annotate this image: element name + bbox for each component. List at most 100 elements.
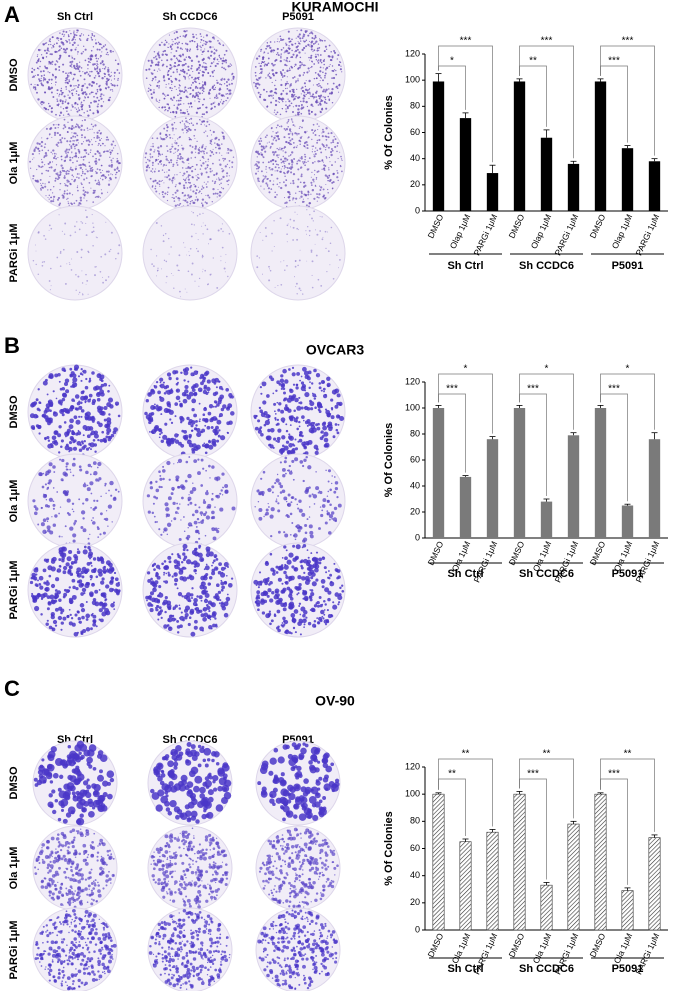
- colony: [270, 50, 272, 52]
- colony: [58, 177, 60, 179]
- colony: [270, 188, 272, 190]
- colony: [114, 72, 116, 74]
- colony: [290, 513, 293, 516]
- colony: [206, 186, 208, 188]
- row-label: DMSO: [8, 395, 20, 428]
- colony: [199, 403, 201, 405]
- colony: [77, 548, 79, 550]
- colony: [112, 91, 113, 92]
- colony: [33, 157, 34, 158]
- colony: [255, 173, 257, 175]
- colony: [62, 71, 64, 73]
- plate: [28, 206, 122, 300]
- colony: [255, 75, 257, 77]
- colony: [310, 422, 314, 426]
- colony: [321, 509, 323, 511]
- colony: [295, 261, 296, 262]
- colony: [169, 134, 171, 136]
- colony: [62, 393, 67, 398]
- colony: [199, 45, 200, 46]
- colony: [162, 65, 164, 67]
- colony: [175, 142, 177, 144]
- colony: [87, 110, 89, 112]
- colony: [67, 131, 69, 133]
- colony: [170, 46, 172, 48]
- colony: [197, 94, 199, 96]
- colony: [159, 70, 160, 71]
- colony: [283, 39, 285, 41]
- colony: [93, 190, 95, 192]
- colony: [177, 462, 178, 463]
- colony: [167, 200, 168, 201]
- colony: [182, 192, 184, 194]
- colony: [213, 58, 215, 60]
- colony: [226, 152, 227, 153]
- colony: [59, 134, 61, 136]
- colony: [196, 554, 198, 556]
- colony: [115, 489, 117, 491]
- colony: [320, 506, 321, 507]
- colony: [220, 400, 222, 402]
- colony: [73, 132, 75, 134]
- colony: [268, 187, 270, 189]
- colony: [327, 495, 328, 496]
- colony: [284, 163, 285, 164]
- colony: [303, 34, 304, 35]
- colony: [114, 85, 116, 87]
- colony: [280, 114, 282, 116]
- colony: [322, 426, 327, 431]
- colony: [65, 86, 67, 88]
- colony: [59, 536, 61, 538]
- colony: [43, 70, 45, 72]
- colony: [323, 64, 325, 66]
- colony: [103, 101, 104, 102]
- colony: [39, 586, 43, 590]
- colony: [322, 79, 324, 81]
- colony: [101, 47, 103, 49]
- colony: [301, 174, 303, 176]
- colony: [102, 143, 104, 145]
- colony: [177, 138, 178, 139]
- colony: [302, 97, 304, 99]
- colony: [70, 85, 72, 87]
- colony: [268, 266, 270, 268]
- colony: [174, 174, 175, 175]
- colony: [33, 150, 35, 152]
- colony: [75, 126, 77, 128]
- colony: [46, 52, 48, 54]
- colony: [272, 184, 274, 186]
- colony: [61, 459, 64, 462]
- colony: [187, 130, 189, 132]
- colony: [282, 160, 284, 162]
- colony: [33, 600, 36, 603]
- colony: [179, 85, 180, 86]
- colony: [286, 128, 288, 130]
- colony: [159, 397, 164, 402]
- colony: [47, 189, 48, 190]
- colony: [66, 199, 67, 200]
- colony: [285, 161, 286, 162]
- colony: [48, 79, 50, 81]
- colony: [81, 33, 82, 34]
- colony: [268, 95, 270, 97]
- colony: [81, 257, 83, 259]
- colony: [80, 39, 82, 41]
- colony: [210, 130, 211, 131]
- colony: [69, 621, 73, 625]
- colony: [307, 92, 309, 94]
- colony: [77, 51, 79, 53]
- colony: [322, 237, 323, 238]
- colony: [154, 188, 156, 190]
- colony: [176, 69, 178, 71]
- colony: [316, 78, 317, 79]
- colony: [44, 146, 46, 148]
- colony: [54, 127, 56, 129]
- colony: [297, 265, 299, 267]
- colony: [331, 227, 333, 229]
- colony: [31, 68, 33, 70]
- colony: [48, 86, 50, 88]
- colony: [75, 152, 77, 154]
- colony: [205, 195, 206, 196]
- colony: [99, 100, 100, 101]
- colony: [74, 415, 78, 419]
